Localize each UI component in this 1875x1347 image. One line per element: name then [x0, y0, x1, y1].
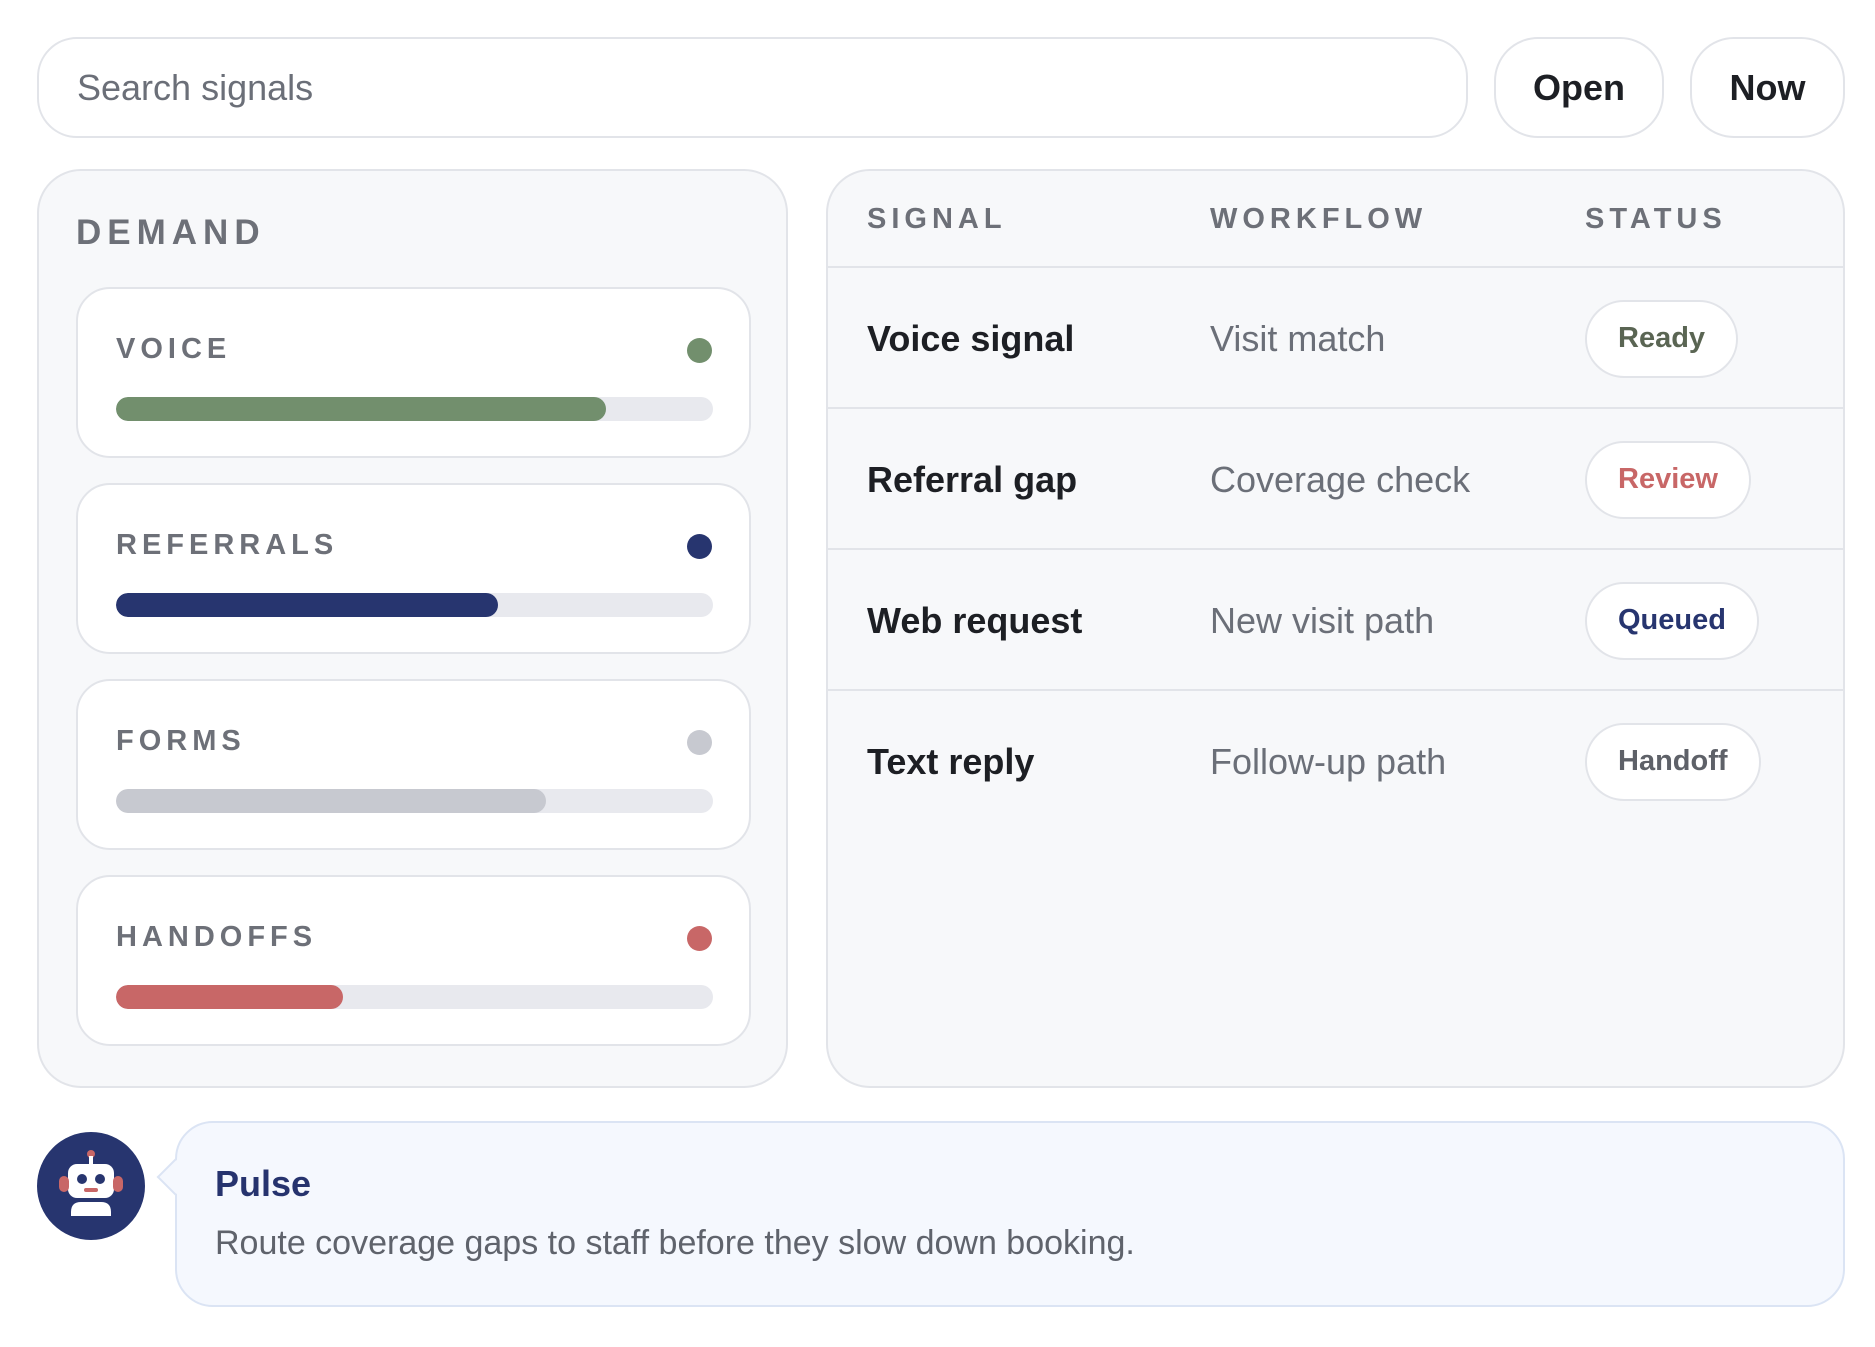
signal-cell: Voice signal — [867, 317, 1075, 359]
status-badge[interactable]: Queued — [1585, 581, 1759, 660]
status-badge[interactable]: Ready — [1585, 299, 1739, 378]
table-row[interactable]: Voice signal Visit match Ready — [828, 268, 1843, 409]
now-button[interactable]: Now — [1690, 37, 1845, 138]
status-dot-icon — [687, 338, 712, 363]
metric-bar — [116, 985, 713, 1009]
assistant-avatar — [37, 1132, 145, 1240]
signal-cell: Referral gap — [867, 458, 1078, 500]
status-dot-icon — [687, 926, 712, 951]
table-row[interactable]: Referral gap Coverage check Review — [828, 409, 1843, 550]
metric-card-handoffs[interactable]: HANDOFFS — [76, 875, 751, 1046]
divider — [828, 689, 1843, 691]
demand-panel: DEMAND VOICE REFERRALS FORMS HANDOFFS — [37, 169, 788, 1088]
metric-bar-fill — [116, 593, 499, 617]
status-badge[interactable]: Handoff — [1585, 722, 1761, 801]
column-header-status[interactable]: STATUS — [1585, 203, 1727, 235]
search-field[interactable] — [37, 37, 1468, 138]
table-row[interactable]: Web request New visit path Queued — [828, 550, 1843, 691]
divider — [828, 266, 1843, 268]
search-input[interactable] — [77, 66, 1466, 109]
demand-title: DEMAND — [76, 213, 266, 252]
assistant-message: Pulse Route coverage gaps to staff befor… — [175, 1121, 1845, 1307]
metric-bar — [116, 789, 713, 813]
status-dot-icon — [687, 534, 712, 559]
status-dot-icon — [687, 730, 712, 755]
status-badge[interactable]: Review — [1585, 440, 1751, 519]
workflow-cell: Visit match — [1210, 317, 1386, 359]
metric-label: HANDOFFS — [116, 921, 318, 953]
metric-label: VOICE — [116, 333, 232, 365]
assistant-text: Route coverage gaps to staff before they… — [215, 1224, 1135, 1262]
workflow-cell: Coverage check — [1210, 458, 1471, 500]
metric-card-forms[interactable]: FORMS — [76, 679, 751, 850]
signal-cell: Text reply — [867, 740, 1035, 782]
robot-icon — [59, 1150, 123, 1216]
metric-bar — [116, 593, 713, 617]
metric-label: REFERRALS — [116, 529, 339, 561]
divider — [828, 548, 1843, 550]
metric-label: FORMS — [116, 725, 246, 757]
signal-cell: Web request — [867, 599, 1083, 641]
metric-card-voice[interactable]: VOICE — [76, 287, 751, 458]
metric-bar-fill — [116, 789, 546, 813]
divider — [828, 407, 1843, 409]
open-button[interactable]: Open — [1494, 37, 1664, 138]
metric-bar-fill — [116, 985, 343, 1009]
column-header-signal[interactable]: SIGNAL — [867, 203, 1007, 235]
workflow-cell: New visit path — [1210, 599, 1435, 641]
signals-table: SIGNAL WORKFLOW STATUS Voice signal Visi… — [826, 169, 1845, 1088]
table-row[interactable]: Text reply Follow-up path Handoff — [828, 691, 1843, 832]
metric-card-referrals[interactable]: REFERRALS — [76, 483, 751, 654]
metric-bar — [116, 397, 713, 421]
assistant-name: Pulse — [215, 1163, 312, 1204]
workflow-cell: Follow-up path — [1210, 740, 1447, 782]
column-header-workflow[interactable]: WORKFLOW — [1210, 203, 1428, 235]
metric-bar-fill — [116, 397, 606, 421]
